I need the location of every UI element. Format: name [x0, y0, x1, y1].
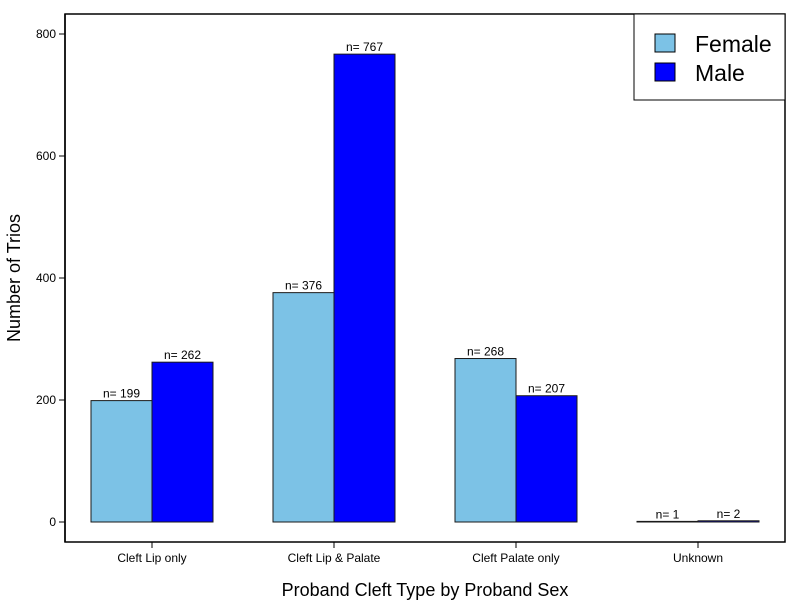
legend-label-male: Male [695, 60, 745, 86]
legend-label-female: Female [695, 31, 772, 57]
bar-data-label: n= 767 [346, 40, 383, 54]
bar-female-1 [272, 292, 335, 523]
bar-data-label: n= 268 [467, 345, 504, 359]
bar-data-label: n= 199 [103, 387, 140, 401]
legend-box [633, 13, 786, 101]
bar-female-0 [90, 400, 153, 523]
bar-male-1 [333, 53, 396, 523]
legend-swatch-male [654, 62, 676, 82]
y-axis-title: Number of Trios [4, 214, 24, 342]
y-tick-label: 0 [49, 515, 56, 529]
x-tick-label: Cleft Lip & Palate [288, 551, 381, 565]
bar-female-3 [636, 520, 699, 523]
legend-swatch-female [654, 33, 676, 53]
x-tick-label: Cleft Palate only [472, 551, 559, 565]
y-axis: 0 200 400 600 800 [36, 14, 66, 542]
bar-data-label: n= 2 [717, 507, 741, 521]
x-axis: Cleft Lip only Cleft Lip & Palate Cleft Pa… [117, 542, 723, 565]
y-tick-label: 200 [36, 393, 56, 407]
y-tick-label: 600 [36, 149, 56, 163]
y-tick-label: 800 [36, 27, 56, 41]
bar-data-label: n= 1 [656, 507, 680, 521]
bar-male-3 [697, 520, 760, 523]
bar-data-label: n= 207 [528, 382, 565, 396]
bars-group [90, 53, 760, 523]
bar-data-label: n= 262 [164, 348, 201, 362]
x-axis-title: Proband Cleft Type by Proband Sex [282, 580, 569, 600]
bar-female-2 [454, 358, 517, 523]
legend: Female Male [633, 13, 786, 101]
y-tick-label: 400 [36, 271, 56, 285]
x-tick-label: Unknown [673, 551, 723, 565]
bar-male-0 [151, 361, 214, 523]
bar-labels-group: n= 199 n= 376 n= 268 n= 1 n= 262 n= 767 n= 207… [103, 40, 741, 521]
bar-data-label: n= 376 [285, 279, 322, 293]
x-tick-label: Cleft Lip only [117, 551, 186, 565]
bar-male-2 [515, 395, 578, 523]
